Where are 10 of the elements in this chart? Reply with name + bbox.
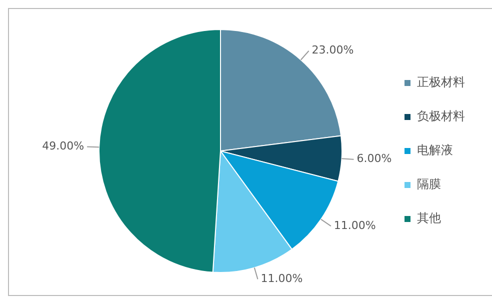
legend-label: 其他: [417, 211, 441, 226]
data-label: 11.00%: [260, 272, 303, 286]
data-label: 23.00%: [312, 44, 354, 57]
data-label: 49.00%: [42, 140, 84, 153]
legend-label: 电解液: [417, 143, 453, 158]
data-label: 11.00%: [334, 218, 376, 232]
data-label: 6.00%: [356, 152, 392, 166]
legend-label: 负极材料: [417, 109, 465, 124]
legend-label: 正极材料: [417, 75, 465, 90]
legend-label: 隔膜: [417, 177, 441, 192]
